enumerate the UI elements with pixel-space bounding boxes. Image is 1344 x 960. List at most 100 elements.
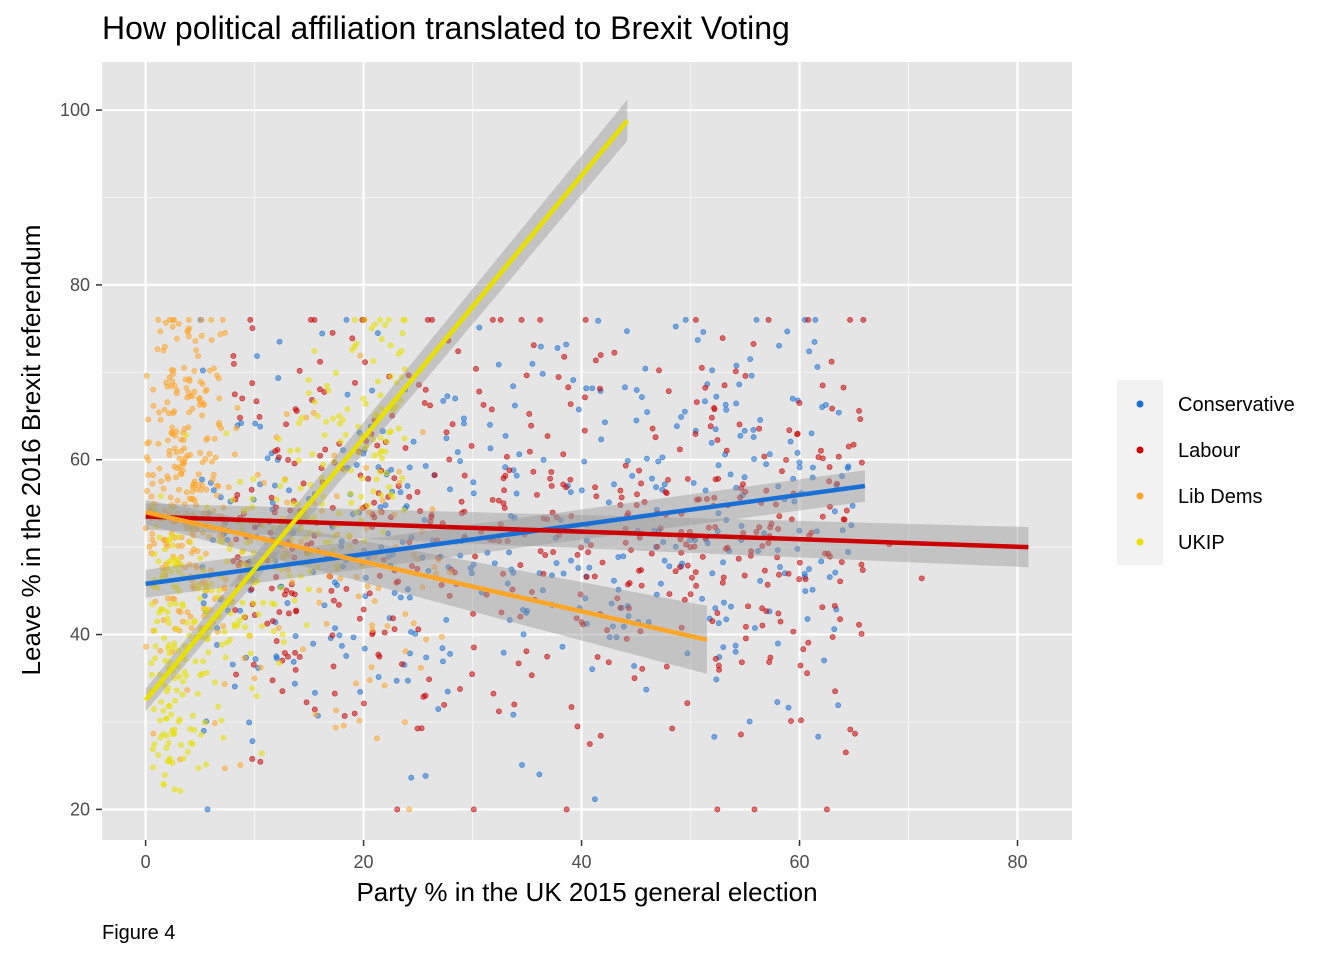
data-point bbox=[393, 677, 400, 684]
data-point bbox=[582, 394, 588, 401]
data-point bbox=[696, 496, 702, 503]
data-point bbox=[202, 455, 209, 462]
data-point bbox=[358, 505, 365, 512]
data-point bbox=[847, 316, 853, 323]
data-point bbox=[469, 671, 476, 678]
data-point bbox=[724, 544, 731, 551]
data-point bbox=[177, 463, 183, 470]
data-point bbox=[304, 551, 311, 557]
data-point bbox=[526, 448, 533, 455]
data-point bbox=[154, 618, 161, 625]
data-point bbox=[676, 446, 683, 453]
data-point bbox=[575, 565, 582, 571]
data-point bbox=[374, 735, 380, 742]
confidence-band bbox=[145, 503, 1029, 568]
data-point bbox=[858, 561, 865, 568]
data-point bbox=[224, 639, 231, 646]
data-point bbox=[568, 704, 575, 710]
data-point bbox=[258, 664, 264, 671]
data-point bbox=[172, 697, 178, 704]
data-point bbox=[368, 664, 375, 671]
data-point bbox=[625, 510, 632, 517]
data-point bbox=[269, 556, 275, 563]
data-point bbox=[292, 633, 299, 639]
data-point bbox=[568, 557, 574, 564]
data-point bbox=[347, 544, 353, 550]
data-point bbox=[178, 742, 184, 748]
data-point bbox=[614, 595, 621, 602]
data-point bbox=[806, 566, 812, 572]
data-point bbox=[157, 416, 164, 423]
data-point bbox=[333, 493, 340, 500]
data-point bbox=[211, 720, 218, 726]
data-point bbox=[747, 356, 754, 363]
data-point bbox=[329, 329, 336, 336]
data-point bbox=[189, 741, 196, 747]
x-axis: 0 20 40 60 80 bbox=[141, 840, 1028, 872]
data-point bbox=[406, 539, 413, 545]
data-point bbox=[184, 687, 191, 693]
data-point bbox=[184, 619, 190, 626]
data-point bbox=[347, 467, 354, 474]
data-point bbox=[303, 534, 310, 541]
data-point bbox=[306, 529, 313, 536]
data-point bbox=[397, 594, 404, 601]
data-point bbox=[273, 653, 280, 660]
data-point bbox=[741, 427, 748, 434]
data-point bbox=[457, 552, 464, 559]
data-point bbox=[487, 421, 493, 428]
data-point bbox=[376, 653, 383, 660]
data-point bbox=[175, 607, 182, 614]
data-point bbox=[160, 781, 167, 788]
data-point bbox=[829, 634, 836, 640]
data-point bbox=[845, 549, 851, 555]
data-point bbox=[184, 329, 191, 335]
data-point bbox=[423, 636, 430, 643]
data-point bbox=[214, 642, 220, 648]
data-point bbox=[306, 586, 312, 593]
data-point bbox=[656, 367, 662, 374]
data-point bbox=[180, 437, 187, 443]
x-axis-label: Party % in the UK 2015 general election bbox=[356, 877, 817, 907]
data-point bbox=[336, 420, 343, 427]
data-point bbox=[353, 509, 360, 516]
data-point bbox=[383, 438, 390, 445]
data-point bbox=[405, 372, 412, 379]
data-point bbox=[184, 609, 191, 616]
data-point bbox=[732, 642, 739, 649]
data-point bbox=[814, 364, 821, 370]
data-point bbox=[750, 427, 757, 433]
data-point bbox=[398, 348, 405, 354]
data-point bbox=[323, 418, 330, 425]
data-point bbox=[452, 395, 459, 402]
data-point bbox=[199, 670, 206, 677]
data-point bbox=[776, 342, 782, 349]
data-point bbox=[523, 372, 530, 379]
data-point bbox=[811, 338, 818, 345]
data-point bbox=[317, 358, 323, 365]
data-point bbox=[586, 741, 593, 747]
data-point bbox=[602, 419, 608, 426]
data-point bbox=[366, 590, 373, 597]
data-point bbox=[761, 453, 768, 460]
data-point bbox=[192, 562, 199, 569]
data-point bbox=[414, 489, 421, 495]
data-point bbox=[496, 538, 503, 544]
data-point bbox=[340, 467, 347, 473]
data-point bbox=[311, 706, 318, 713]
data-point bbox=[191, 368, 198, 374]
data-point bbox=[386, 429, 392, 436]
data-point bbox=[316, 599, 323, 606]
data-point bbox=[397, 489, 404, 496]
data-point bbox=[443, 616, 450, 623]
data-point bbox=[410, 438, 417, 445]
data-point bbox=[174, 387, 180, 394]
data-point bbox=[815, 733, 822, 740]
data-point bbox=[709, 367, 716, 374]
data-point bbox=[378, 405, 384, 412]
data-point bbox=[144, 440, 151, 447]
data-point bbox=[240, 508, 247, 515]
data-point bbox=[269, 677, 276, 684]
data-point bbox=[362, 593, 369, 600]
data-point bbox=[712, 426, 719, 433]
